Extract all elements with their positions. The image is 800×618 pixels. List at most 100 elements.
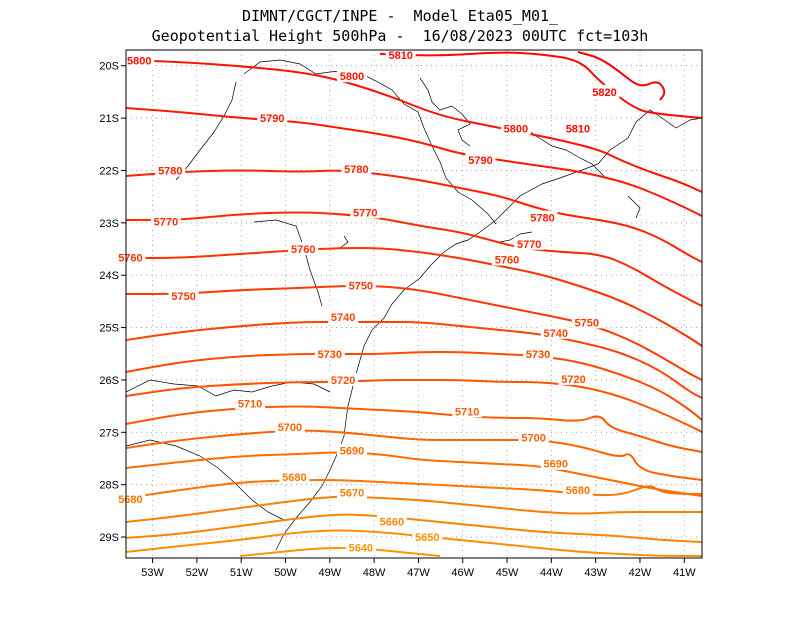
lat-tick-label: 21S [99,113,119,125]
contour-label: 5700 [278,422,302,434]
contour-line-5760 [125,246,703,347]
contour-label: 5750 [575,317,599,329]
lat-tick-labels: 20S 21S 22S 23S 24S 25S 26S 27S 28S 29S [99,61,126,544]
contour-line-5730 [125,350,703,421]
contour-label: 5810 [388,50,412,62]
contour-label-bg [540,456,571,470]
lon-tick-label: 51W [230,567,253,579]
contour-label-bg [514,236,545,250]
contour-label-bg [314,346,345,360]
contour-label-bg [540,325,571,339]
contour-label: 5780 [530,213,554,225]
contour-labels: 5800 5810 5800 5820 5790 5800 5810 5790 5780 5780… [115,48,620,555]
contour-label: 5720 [561,374,585,386]
contour-line-5660 [125,513,703,543]
lon-tick-label: 50W [274,567,297,579]
lat-tick-label: 28S [99,480,119,492]
contour-label-bg [350,205,381,219]
lat-tick-label: 27S [99,427,119,439]
lon-tick-label: 43W [584,567,607,579]
contour-label: 5740 [331,312,355,324]
contour-label-bg [257,111,288,125]
contour-label: 5780 [344,164,368,176]
contour-label: 5790 [468,155,492,167]
contours [125,51,703,557]
contour-label-bg [115,250,146,264]
lat-tick-label: 24S [99,270,119,282]
contour-label: 5680 [118,494,142,506]
contour-label-bg [336,485,367,499]
contour-label: 5660 [380,516,404,528]
lon-tick-label: 45W [496,567,519,579]
contour-label: 5640 [349,543,373,555]
contour-line-5800 [125,59,703,193]
lon-tick-label: 42W [629,567,652,579]
contour-label-bg [341,161,372,175]
lon-tick-label: 41W [673,567,696,579]
lon-tick-label: 49W [319,567,342,579]
plot-frame [125,49,703,559]
contour-line-5680 [125,478,702,499]
contour-label-bg [336,443,367,457]
contour-label: 5760 [291,244,315,256]
contour-line-5750 [125,284,703,381]
contour-line-5780 [125,169,703,263]
contour-label-bg [279,469,310,483]
contour-label: 5800 [504,124,528,136]
lat-tick-label: 22S [99,165,119,177]
contour-label-bg [385,48,416,62]
contour-label-bg [500,121,531,135]
contour-line-5670 [125,495,702,523]
contour-label-bg [345,278,376,292]
contour-label-bg [412,530,443,544]
lat-tick-label: 20S [99,61,119,73]
contour-label-bg [288,242,319,256]
contour-label: 5700 [521,433,545,445]
lat-tick-label: 23S [99,218,119,230]
contour-label: 5690 [340,446,364,458]
contour-label: 5770 [154,216,178,228]
contour-label-bg [562,121,593,135]
lon-tick-label: 46W [451,567,474,579]
contour-label-bg [492,252,523,266]
contour-line-5690 [125,451,703,497]
contour-label-bg [376,514,407,528]
lon-tick-label: 44W [540,567,563,579]
contour-label: 5710 [238,399,262,411]
contour-label: 5810 [566,124,590,136]
contour-label: 5780 [158,165,182,177]
contour-label-bg [150,214,181,228]
lat-tick-label: 25S [99,323,119,335]
contour-label-bg [274,420,305,434]
contour-label-bg [328,372,359,386]
lon-tick-label: 47W [407,567,430,579]
contour-label-bg [115,491,146,505]
contour-line-5700 [125,429,703,481]
contour-line-5820 [577,51,666,101]
contour-label-bg [523,346,554,360]
lon-tick-label: 53W [141,567,164,579]
contour-line-5790 [125,107,703,217]
coastline [125,59,703,551]
contour-label: 5740 [544,328,568,340]
contour-label-bg [571,315,602,329]
contour-label-bg [124,53,155,67]
contour-label: 5680 [566,485,590,497]
contour-label: 5770 [517,239,541,251]
contour-label-bg [328,310,359,324]
contour-label-bg [155,163,186,177]
contour-label: 5760 [495,254,519,266]
contour-label-bg [168,289,199,303]
lat-tick-label: 29S [99,532,119,544]
contour-line-5740 [125,321,703,399]
contour-label-bg [452,404,483,418]
contour-label-bg [589,84,620,98]
contour-label: 5720 [331,375,355,387]
contour-label: 5730 [318,349,342,361]
contour-label: 5820 [592,87,616,99]
contour-label: 5650 [415,532,439,544]
contour-label: 5680 [282,472,306,484]
contour-label: 5750 [171,291,195,303]
contour-label: 5750 [349,281,373,293]
contour-line-5720 [125,379,703,433]
